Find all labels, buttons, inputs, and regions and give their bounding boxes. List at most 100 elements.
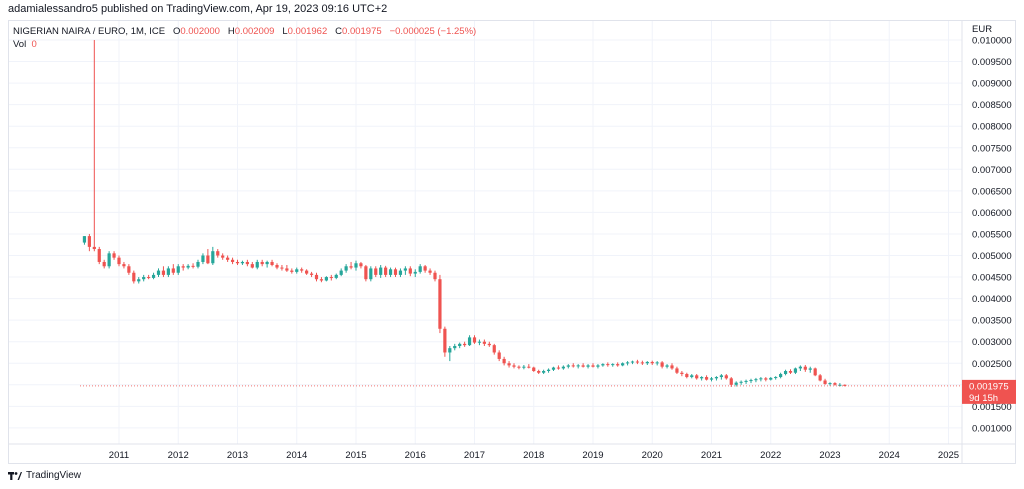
candle xyxy=(561,365,565,370)
candle-body xyxy=(670,365,674,369)
candle-body xyxy=(635,361,640,363)
candle-body xyxy=(354,263,358,268)
candle-body xyxy=(714,377,719,379)
candle xyxy=(542,369,546,375)
candle-body xyxy=(532,367,536,372)
candle xyxy=(472,335,477,344)
candle xyxy=(527,364,531,369)
candle-body xyxy=(102,261,106,267)
candle xyxy=(290,268,294,274)
candle-body xyxy=(764,378,768,380)
candle xyxy=(230,257,235,265)
candle xyxy=(566,364,570,369)
y-tick-label: 0.004500 xyxy=(972,273,1012,284)
candle-body xyxy=(591,365,595,367)
candle xyxy=(625,361,630,366)
candle xyxy=(601,363,605,367)
candle xyxy=(305,269,309,275)
candle xyxy=(818,374,822,382)
candle xyxy=(137,277,141,284)
candle xyxy=(621,362,625,367)
candle-body xyxy=(374,268,378,275)
candle-body xyxy=(295,269,299,272)
candle-body xyxy=(418,266,422,272)
candle xyxy=(147,274,151,280)
x-tick-label: 2021 xyxy=(701,450,722,461)
candle-body xyxy=(260,261,264,265)
candle xyxy=(181,264,185,271)
candle xyxy=(458,342,462,349)
candle-body xyxy=(537,371,541,373)
candle-body xyxy=(329,277,333,279)
candle xyxy=(393,267,398,278)
candle-body xyxy=(191,265,195,267)
symbol-title: NIGERIAN NAIRA / EURO, 1M, ICE xyxy=(13,26,166,37)
candle-body xyxy=(270,261,274,265)
candle xyxy=(226,255,230,262)
candle xyxy=(428,268,432,275)
x-tick-label: 2016 xyxy=(405,450,426,461)
candle-body xyxy=(364,266,368,280)
candle xyxy=(798,365,802,372)
candle-body xyxy=(818,375,822,381)
y-tick-label: 0.008000 xyxy=(972,122,1012,133)
candle-body xyxy=(166,268,170,275)
open-value: 0.002000 xyxy=(180,26,220,37)
candle xyxy=(107,251,111,269)
chart-frame[interactable] xyxy=(8,20,1016,464)
candle xyxy=(779,372,783,379)
candle-body xyxy=(122,264,126,267)
candle-body xyxy=(813,368,817,376)
candle xyxy=(749,378,753,384)
candle-body xyxy=(334,274,338,278)
candle-body xyxy=(561,366,565,369)
footer-brand-label: TradingView xyxy=(26,470,82,481)
candle xyxy=(645,361,649,365)
candle-body xyxy=(369,268,373,280)
candle xyxy=(591,363,595,368)
candle-body xyxy=(798,366,802,369)
candle-body xyxy=(463,343,467,346)
low-value: 0.001962 xyxy=(287,26,328,37)
candle xyxy=(803,364,807,372)
candle-body xyxy=(621,363,625,366)
candle-body xyxy=(724,375,728,379)
candle xyxy=(211,246,215,265)
candle xyxy=(788,369,793,375)
candle-body xyxy=(749,380,753,382)
candle-body xyxy=(808,368,812,370)
candle-body xyxy=(339,270,343,275)
candle-body xyxy=(344,266,348,271)
candle-body xyxy=(512,365,516,367)
candle xyxy=(546,368,551,373)
change-value: −0.000025 (−1.25%) xyxy=(389,26,477,37)
candle xyxy=(611,363,615,367)
candle-body xyxy=(586,365,590,367)
candle-body xyxy=(245,261,249,265)
volume-legend: Vol 0 xyxy=(13,39,37,50)
candle-body xyxy=(97,249,101,262)
footer-brand[interactable]: TradingView xyxy=(8,470,81,481)
candle xyxy=(709,377,714,382)
candle-body xyxy=(779,374,783,378)
candle-body xyxy=(221,255,225,258)
y-tick-label: 0.004000 xyxy=(972,294,1012,305)
candle xyxy=(734,381,738,387)
candle xyxy=(556,365,561,370)
candle-body xyxy=(156,270,161,275)
candle-body xyxy=(788,371,793,373)
candle xyxy=(704,375,709,381)
x-tick-label: 2015 xyxy=(345,450,366,461)
candle-body xyxy=(443,328,447,353)
candle xyxy=(245,259,249,267)
candle-body xyxy=(398,270,403,275)
open-label: O xyxy=(172,26,181,37)
candle-body xyxy=(423,266,427,271)
candle xyxy=(700,376,704,381)
last-price-badge xyxy=(962,379,1016,404)
candle-body xyxy=(235,261,240,264)
candle-body xyxy=(151,274,156,278)
candle-body xyxy=(695,375,699,379)
x-tick-label: 2018 xyxy=(523,450,544,461)
